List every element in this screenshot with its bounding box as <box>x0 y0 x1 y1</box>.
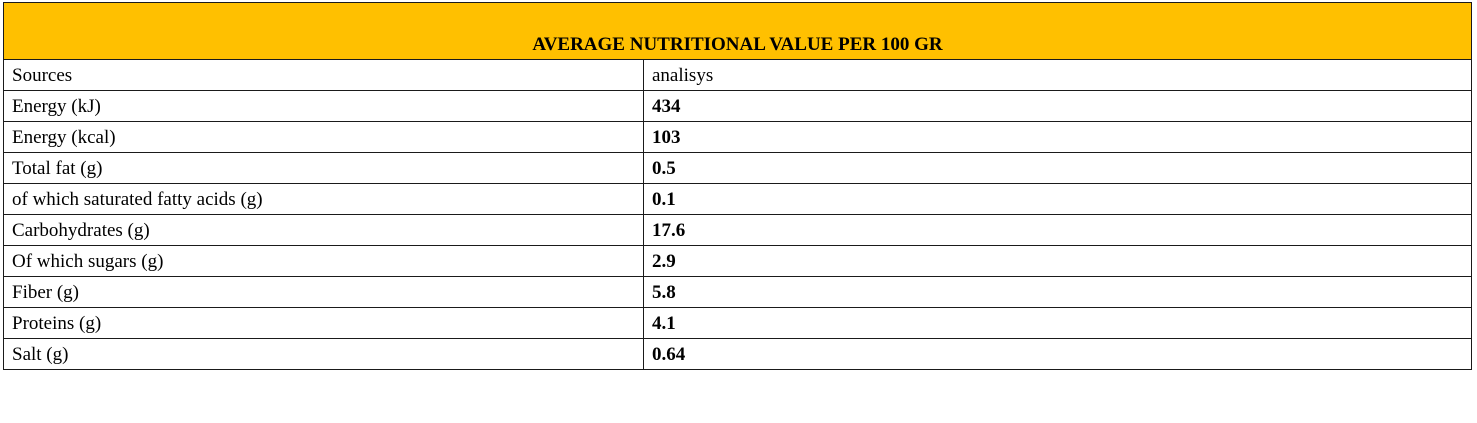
row-label: Of which sugars (g) <box>3 245 644 277</box>
table-row: Energy (kJ) 434 <box>3 90 1473 122</box>
header-value-cell: analisys <box>642 59 1473 91</box>
row-label: Salt (g) <box>3 338 644 370</box>
row-value: 434 <box>642 90 1473 122</box>
row-label: Energy (kcal) <box>3 121 644 153</box>
row-value: 17.6 <box>642 214 1473 246</box>
row-value: 0.5 <box>642 152 1473 184</box>
table-row: Fiber (g) 5.8 <box>3 276 1473 308</box>
row-value: 4.1 <box>642 307 1473 339</box>
row-label: Energy (kJ) <box>3 90 644 122</box>
nutrition-table: AVERAGE NUTRITIONAL VALUE PER 100 GR Sou… <box>2 2 1473 370</box>
row-value: 103 <box>642 121 1473 153</box>
row-label: Fiber (g) <box>3 276 644 308</box>
row-label: of which saturated fatty acids (g) <box>3 183 644 215</box>
table-row: Carbohydrates (g) 17.6 <box>3 214 1473 246</box>
table-title: AVERAGE NUTRITIONAL VALUE PER 100 GR <box>2 2 1473 60</box>
table-row: Total fat (g) 0.5 <box>3 152 1473 184</box>
table-header-row: Sources analisys <box>3 59 1473 91</box>
table-row: Of which sugars (g) 2.9 <box>3 245 1473 277</box>
row-value: 0.64 <box>642 338 1473 370</box>
row-label: Carbohydrates (g) <box>3 214 644 246</box>
row-value: 0.1 <box>642 183 1473 215</box>
table-row: Proteins (g) 4.1 <box>3 307 1473 339</box>
row-label: Proteins (g) <box>3 307 644 339</box>
table-row: of which saturated fatty acids (g) 0.1 <box>3 183 1473 215</box>
row-value: 2.9 <box>642 245 1473 277</box>
row-value: 5.8 <box>642 276 1473 308</box>
header-label-cell: Sources <box>3 59 644 91</box>
table-title-row: AVERAGE NUTRITIONAL VALUE PER 100 GR <box>2 2 1473 60</box>
row-label: Total fat (g) <box>3 152 644 184</box>
table-row: Energy (kcal) 103 <box>3 121 1473 153</box>
table-row: Salt (g) 0.64 <box>3 338 1473 370</box>
